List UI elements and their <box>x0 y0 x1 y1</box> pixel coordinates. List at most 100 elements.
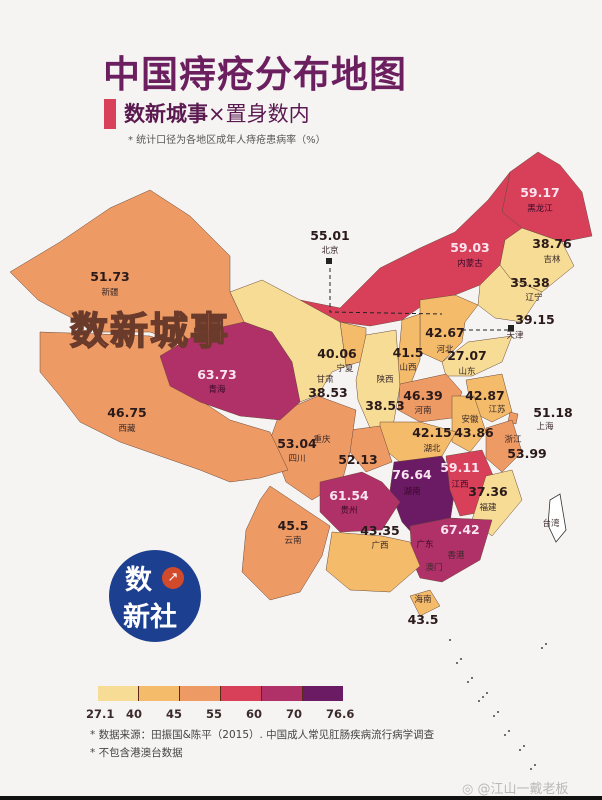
province-name: 湖南 <box>403 486 420 497</box>
province-6 <box>419 294 479 363</box>
province-value: 51.73 <box>90 269 130 284</box>
legend-swatch <box>262 686 303 701</box>
subtitle: 数新城事×置身数内 <box>124 98 310 128</box>
province-value: 76.64 <box>392 467 432 482</box>
province-name: 西藏 <box>118 423 136 434</box>
legend-swatch <box>221 686 262 701</box>
island-dot <box>493 715 495 717</box>
province-name: 河南 <box>414 405 431 416</box>
no-data-region-name: 台湾 <box>542 518 560 529</box>
no-data-region-name: 澳门 <box>425 562 442 573</box>
island-dot <box>471 677 473 679</box>
province-name: 内蒙古 <box>457 258 483 269</box>
legend-tick: 76.6 <box>326 707 355 721</box>
island-dot <box>508 730 510 732</box>
province-value: 46.39 <box>403 388 443 403</box>
page-title: 中国痔疮分布地图 <box>103 53 407 96</box>
subtitle-accent-bar <box>104 99 116 129</box>
province-value: 59.03 <box>450 240 490 255</box>
province-value: 53.99 <box>507 446 547 461</box>
exclusion-note: * 不包含港澳台数据 <box>90 747 183 759</box>
island-dot <box>482 696 484 698</box>
province-name: 江苏 <box>488 404 506 415</box>
legend-swatch <box>180 686 221 701</box>
island-dot <box>541 647 543 649</box>
province-27 <box>409 589 441 617</box>
province-value: 53.04 <box>277 436 317 451</box>
legend-swatch <box>98 686 139 701</box>
province-value: 52.13 <box>338 452 378 467</box>
province-value: 43.5 <box>408 612 439 627</box>
no-data-region-name: 香港 <box>447 550 465 561</box>
province-name: 广东 <box>416 539 433 550</box>
island-dot <box>486 692 488 694</box>
province-name: 北京 <box>321 245 338 256</box>
province-name: 四川 <box>288 454 305 464</box>
trend-chart-icon: ↗ <box>162 567 184 589</box>
province-name: 青海 <box>208 384 226 395</box>
island-dot <box>545 643 547 645</box>
island-dot <box>456 662 458 664</box>
island-dot <box>530 768 532 770</box>
province-name: 重庆 <box>313 434 331 445</box>
watermark: 数新城事 <box>69 308 231 354</box>
province-value: 59.17 <box>520 185 560 200</box>
legend-tick: 27.1 <box>86 707 115 721</box>
province-value: 63.73 <box>197 367 237 382</box>
cross-symbol: × <box>208 102 226 126</box>
island-dot <box>467 681 469 683</box>
province-name: 甘肃 <box>316 374 334 385</box>
province-23 <box>319 471 401 533</box>
logo: 数 ↗ 新社 <box>109 550 201 642</box>
province-16 <box>485 419 523 473</box>
province-value: 35.38 <box>510 275 550 290</box>
province-name: 贵州 <box>340 505 357 516</box>
brand-name: 数新城事 <box>124 102 208 126</box>
province-name: 广西 <box>371 540 388 551</box>
data-source: * 数据来源：田振国&陈平（2015）. 中国成人常见肛肠疾病流行病学调查 <box>90 729 435 741</box>
province-value: 67.42 <box>440 522 480 537</box>
weibo-handle: @江山一戴老板 <box>477 782 569 797</box>
province-value: 55.01 <box>310 228 350 243</box>
province-name: 新疆 <box>101 287 119 298</box>
province-name: 天津 <box>506 330 524 341</box>
logo-text-1: 数 <box>125 565 152 596</box>
province-26 <box>241 485 331 601</box>
province-value: 42.87 <box>465 388 505 403</box>
weibo-icon: ◎ <box>462 782 478 797</box>
legend-swatch <box>303 686 343 701</box>
legend-tick: 45 <box>166 707 183 721</box>
province-value: 51.18 <box>533 405 573 420</box>
province-name: 湖北 <box>423 444 441 454</box>
province-value: 40.06 <box>317 346 357 361</box>
province-name: 浙江 <box>504 434 522 445</box>
province-value: 38.76 <box>532 236 572 251</box>
callout-line <box>329 268 443 315</box>
province-name: 山东 <box>458 366 475 377</box>
color-legend <box>98 686 343 701</box>
province-value: 59.11 <box>440 460 480 475</box>
province-value: 61.54 <box>329 488 369 503</box>
province-name: 江西 <box>451 480 468 490</box>
province-name: 海南 <box>414 594 431 605</box>
province-value: 46.75 <box>107 405 147 420</box>
logo-text-2: 新社 <box>123 602 177 633</box>
province-value: 43.86 <box>454 425 494 440</box>
province-value: 41.5 <box>393 345 424 360</box>
province-name: 宁夏 <box>336 363 354 374</box>
province-name: 陕西 <box>376 374 393 385</box>
province-name: 安徽 <box>461 414 479 425</box>
island-dot <box>460 658 462 660</box>
province-name: 山西 <box>399 362 416 373</box>
province-name: 吉林 <box>543 254 561 265</box>
province-30 <box>159 321 301 421</box>
province-value: 37.36 <box>468 484 508 499</box>
legend-tick: 70 <box>286 707 303 721</box>
province-name: 云南 <box>284 535 301 546</box>
partner-name: 置身数内 <box>225 102 310 126</box>
island-dot <box>497 711 499 713</box>
taiwan-region <box>547 493 567 543</box>
province-name: 河北 <box>436 344 454 355</box>
legend-tick: 40 <box>126 707 143 721</box>
province-name: 黑龙江 <box>527 203 553 214</box>
